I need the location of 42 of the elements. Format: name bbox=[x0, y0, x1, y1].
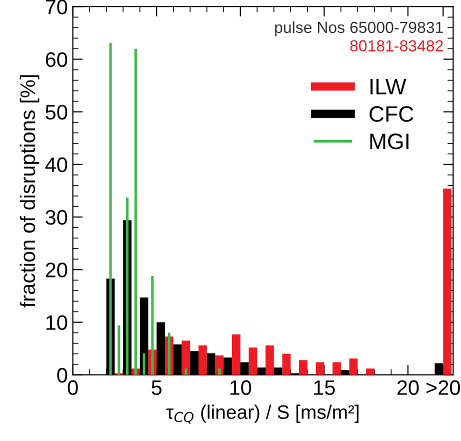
bar bbox=[151, 276, 154, 375]
x-axis-title: τ$_{CQ}$ (linear) / S [ms/m²] bbox=[166, 404, 358, 424]
bar bbox=[198, 345, 207, 375]
y-axis-title: fraction of disruptions [%] bbox=[20, 75, 40, 308]
bar bbox=[248, 347, 258, 375]
y-tick-label: 10 bbox=[46, 315, 68, 330]
bar bbox=[126, 198, 129, 375]
legend-label: CFC bbox=[370, 106, 414, 122]
bar bbox=[134, 48, 137, 375]
x-tick-label: 0 bbox=[68, 380, 78, 396]
bar bbox=[142, 353, 146, 375]
y-tick-label: 30 bbox=[46, 210, 68, 225]
bar bbox=[299, 360, 308, 375]
bar bbox=[349, 358, 358, 375]
y-tick-label: 20 bbox=[46, 262, 68, 278]
x-tick-label: 20 bbox=[397, 380, 419, 396]
bar bbox=[332, 362, 341, 375]
y-tick-label: 70 bbox=[46, 0, 68, 14]
annotation: pulse Nos 65000-79831 bbox=[275, 21, 443, 36]
bar bbox=[109, 42, 112, 375]
bar bbox=[118, 325, 120, 375]
bar bbox=[218, 368, 221, 375]
bar bbox=[443, 188, 452, 375]
legend-label: MGI bbox=[370, 134, 408, 150]
bar bbox=[366, 368, 374, 375]
x-tick-label: 5 bbox=[152, 380, 162, 396]
x-tick-label: 15 bbox=[314, 380, 335, 396]
bar bbox=[168, 332, 170, 375]
bar bbox=[184, 368, 188, 375]
bar bbox=[182, 340, 190, 375]
y-tick-label: 40 bbox=[45, 157, 68, 172]
annotation: 80181-83482 bbox=[350, 40, 443, 52]
y-tick-label: 0 bbox=[57, 368, 68, 383]
y-tick-label: 50 bbox=[46, 104, 68, 120]
bar bbox=[266, 345, 274, 375]
x-tick-label: >20 bbox=[426, 380, 460, 396]
bar bbox=[282, 354, 291, 375]
bar bbox=[316, 362, 324, 375]
x-tick-label: 10 bbox=[230, 380, 252, 396]
y-tick-label: 60 bbox=[46, 52, 68, 67]
bar bbox=[232, 334, 240, 375]
legend-label: ILW bbox=[370, 78, 406, 94]
